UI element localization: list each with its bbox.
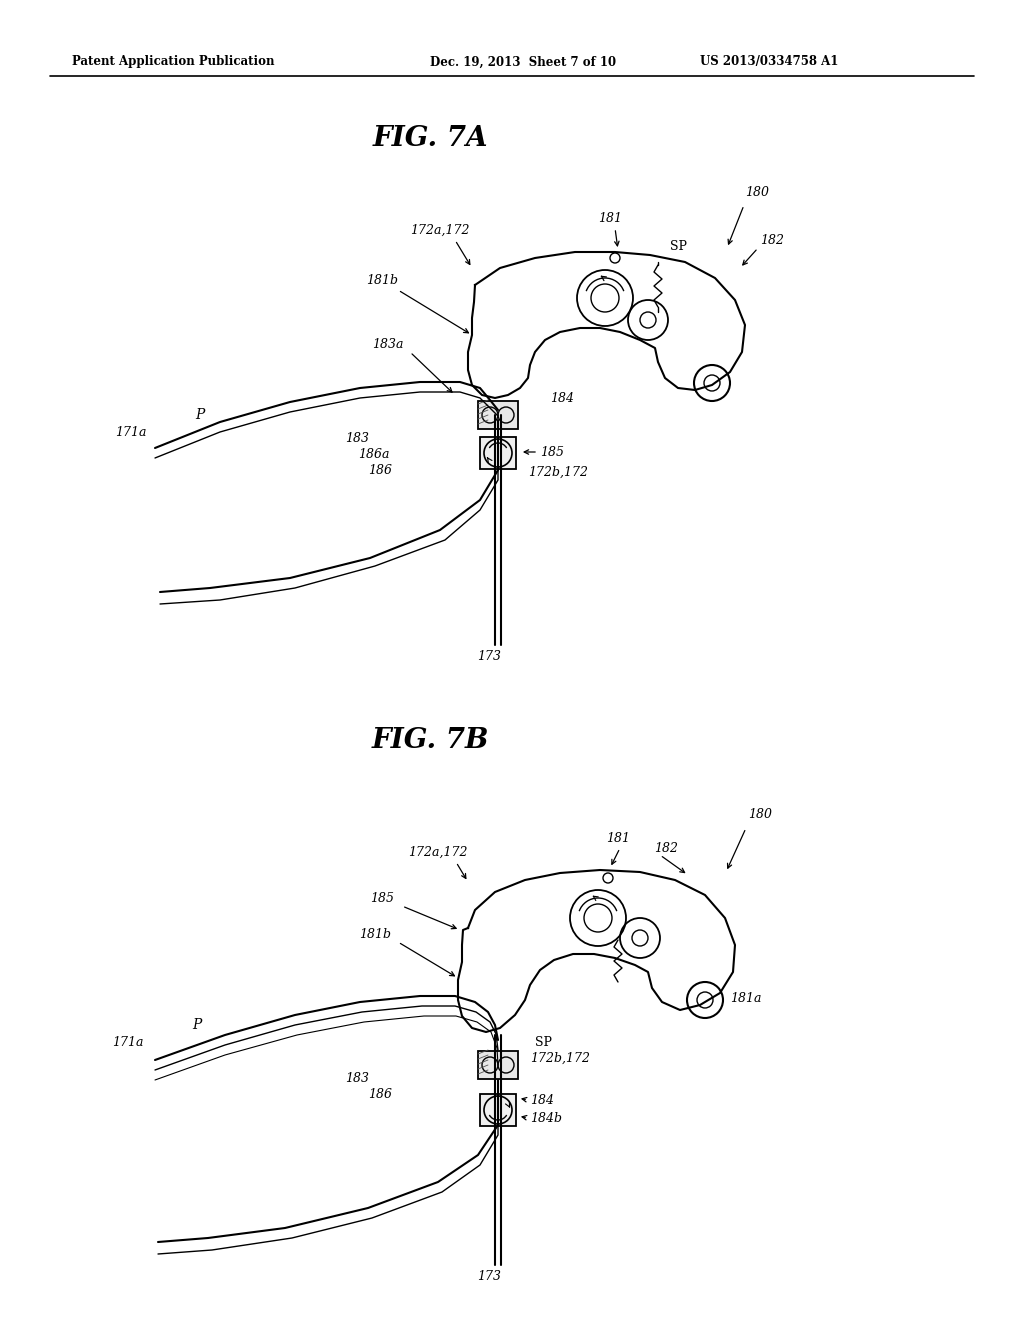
Text: 180: 180 [745,186,769,198]
Text: P: P [193,1018,202,1032]
Text: FIG. 7B: FIG. 7B [372,726,488,754]
Text: Patent Application Publication: Patent Application Publication [72,55,274,69]
Text: 172a,172: 172a,172 [409,846,468,858]
Bar [480,1094,516,1126]
Text: 186: 186 [368,1089,392,1101]
Text: 171a: 171a [112,1035,143,1048]
Text: 183a: 183a [373,338,403,351]
Text: 182: 182 [760,234,784,247]
Text: 172b,172: 172b,172 [530,1052,590,1064]
Text: 186a: 186a [358,449,389,462]
Text: 172a,172: 172a,172 [411,223,470,236]
Text: 184: 184 [550,392,574,404]
Text: 185: 185 [540,446,564,458]
Text: 171a: 171a [115,425,146,438]
Bar [478,1051,518,1078]
Text: SP: SP [535,1035,552,1048]
Text: 183: 183 [345,1072,369,1085]
Text: 181: 181 [598,211,622,224]
Bar [478,401,518,429]
Text: 185: 185 [370,891,394,904]
Text: 183: 183 [345,432,369,445]
Text: 181: 181 [606,832,630,845]
Text: SP: SP [670,239,687,252]
Text: FIG. 7A: FIG. 7A [373,124,487,152]
Text: 173: 173 [477,1270,501,1283]
Text: 173: 173 [477,649,501,663]
Text: 181b: 181b [366,273,398,286]
Bar [480,437,516,469]
Text: 182: 182 [654,842,678,854]
Text: 181a: 181a [730,991,762,1005]
Text: 180: 180 [748,808,772,821]
Text: P: P [195,408,205,422]
Text: Dec. 19, 2013  Sheet 7 of 10: Dec. 19, 2013 Sheet 7 of 10 [430,55,616,69]
Text: 184: 184 [530,1093,554,1106]
Text: 172b,172: 172b,172 [528,466,588,479]
Text: 181b: 181b [359,928,391,941]
Text: US 2013/0334758 A1: US 2013/0334758 A1 [700,55,839,69]
Text: 184b: 184b [530,1111,562,1125]
Text: 186: 186 [368,463,392,477]
